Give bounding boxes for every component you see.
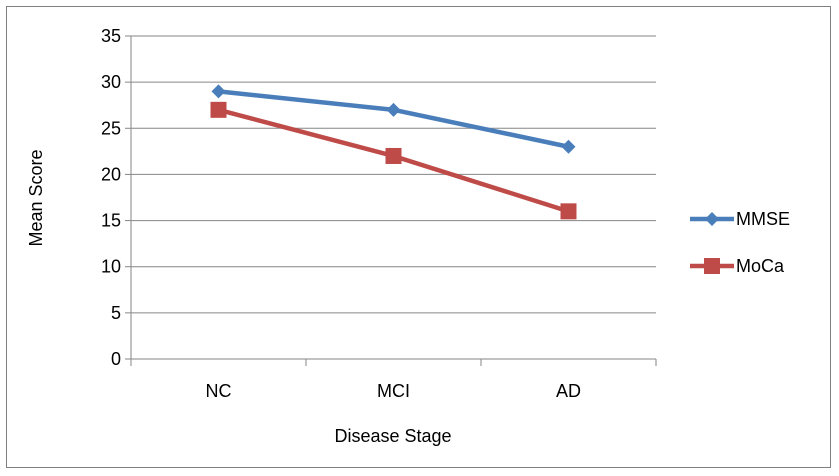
chart-frame [6,6,831,468]
data-point-moca [210,101,227,118]
x-tick-label: MCI [377,381,410,401]
axes [130,36,657,366]
series-group [210,84,577,220]
legend-marker-mmse [705,212,719,226]
series-moca [210,101,577,220]
legend-marker-moca [704,258,720,274]
x-tick-label: NC [206,381,232,401]
y-tick-label: 15 [101,211,121,231]
data-point-moca [560,203,577,220]
data-point-mmse [386,102,401,117]
y-tick-label: 25 [101,118,121,138]
data-point-moca [385,147,402,164]
y-tick-label: 0 [111,349,121,369]
y-tick-label: 35 [101,26,121,46]
y-axis-label: Mean Score [26,149,46,246]
x-tick-label: AD [556,381,581,401]
series-mmse [211,84,576,154]
x-tick-labels: NC MCI AD [206,381,582,401]
y-tick-label: 10 [101,257,121,277]
y-tick-labels: 0 5 10 15 20 25 30 35 [101,26,121,369]
gridlines [125,35,656,360]
legend: MMSE MoCa [690,209,790,276]
y-tick-label: 20 [101,164,121,184]
legend-label-mmse: MMSE [736,209,790,229]
series-line-mmse [218,89,569,149]
data-point-mmse [211,84,226,99]
legend-label-moca: MoCa [736,256,785,276]
data-point-mmse [561,139,576,154]
y-tick-label: 5 [111,303,121,323]
y-tick-label: 30 [101,72,121,92]
x-axis-label: Disease Stage [334,426,451,446]
